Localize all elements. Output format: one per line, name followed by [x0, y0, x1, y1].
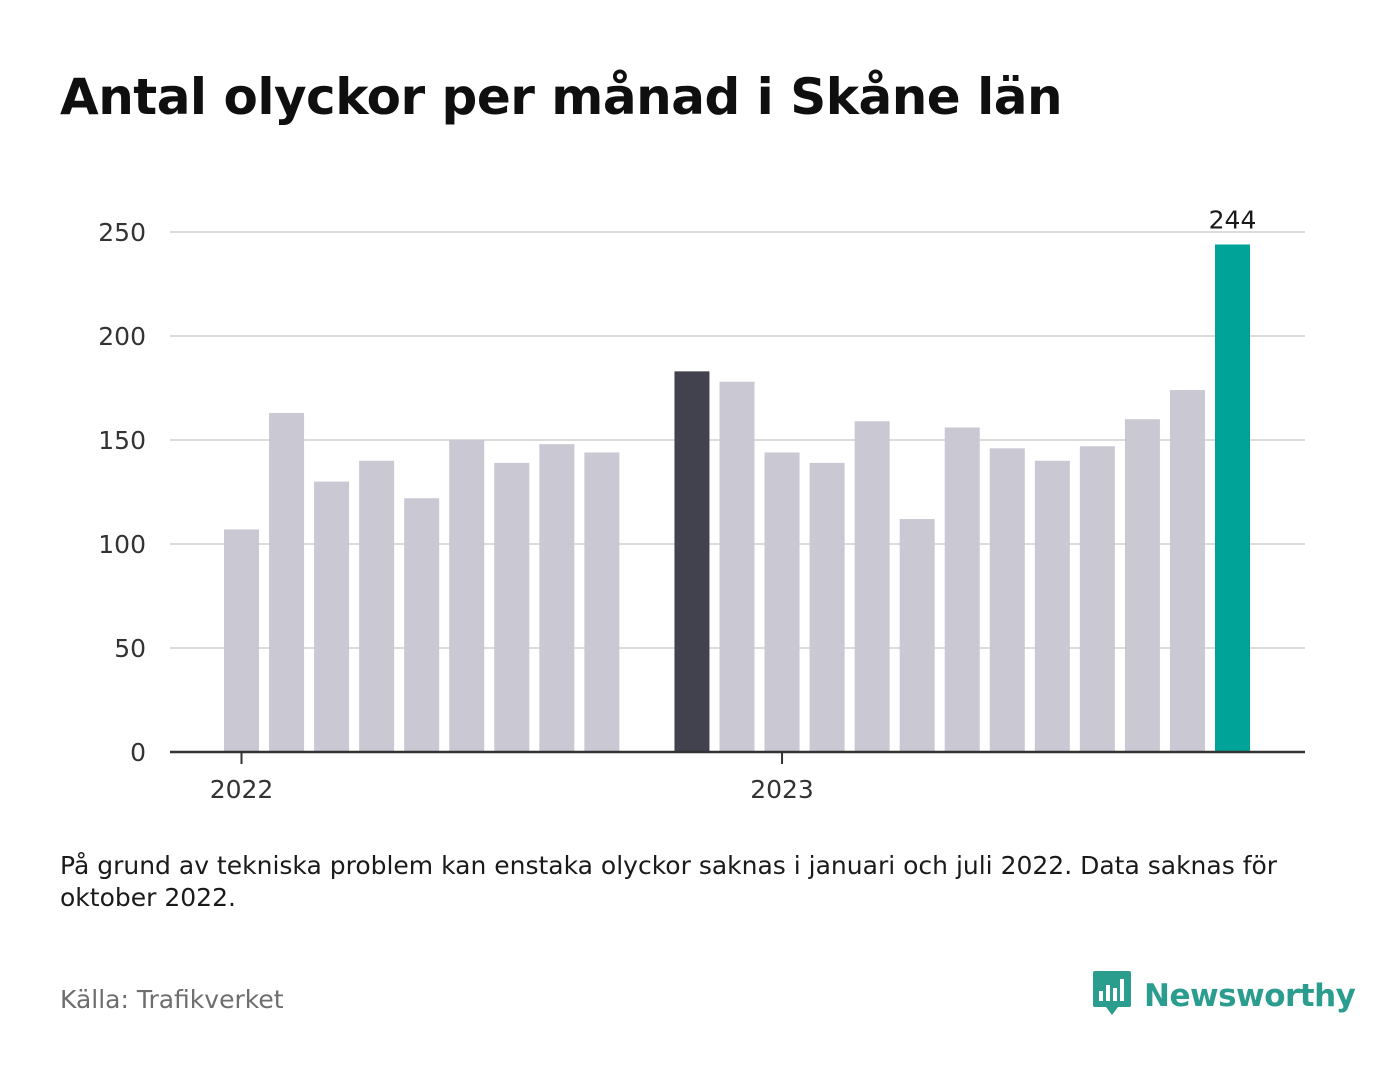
- bar: [1169, 390, 1205, 752]
- bar: [809, 462, 845, 752]
- bar: [269, 412, 305, 752]
- bar: [719, 381, 755, 752]
- bar-chart-speech-bubble-icon: [1092, 969, 1132, 1023]
- bar: [224, 529, 259, 752]
- y-tick-label: 150: [98, 426, 146, 455]
- bar: [314, 481, 350, 752]
- bar: [674, 371, 710, 752]
- bar: [449, 440, 485, 752]
- x-tick-label: 2022: [210, 775, 274, 804]
- bar: [1079, 446, 1115, 752]
- chart-note: På grund av tekniska problem kan enstaka…: [60, 851, 1278, 912]
- data-label: 244: [1209, 205, 1257, 234]
- bar: [899, 519, 935, 752]
- bar: [944, 427, 980, 752]
- y-tick-label: 200: [98, 322, 146, 351]
- newsworthy-logo[interactable]: Newsworthy: [1092, 969, 1356, 1023]
- bar: [359, 460, 395, 752]
- bar: [1124, 419, 1160, 752]
- y-tick-label: 250: [98, 218, 146, 247]
- x-tick-label: 2023: [750, 775, 814, 804]
- y-tick-label: 0: [130, 738, 146, 767]
- bar: [989, 448, 1025, 752]
- y-tick-label: 100: [98, 530, 146, 559]
- bar: [1034, 460, 1070, 752]
- y-tick-label: 50: [114, 634, 146, 663]
- bar: [854, 421, 890, 752]
- bar: [539, 444, 575, 752]
- chart-title: Antal olyckor per månad i Skåne län: [60, 68, 1063, 126]
- bar: [584, 452, 620, 752]
- source-text: Källa: Trafikverket: [60, 985, 284, 1014]
- bar-chart: 0 50 100 150 200 250 244 2022 2023: [98, 205, 1305, 804]
- bar: [494, 462, 530, 752]
- bar: [1215, 244, 1250, 753]
- brand-name: Newsworthy: [1144, 978, 1356, 1014]
- bar: [764, 452, 800, 752]
- bar: [404, 498, 440, 752]
